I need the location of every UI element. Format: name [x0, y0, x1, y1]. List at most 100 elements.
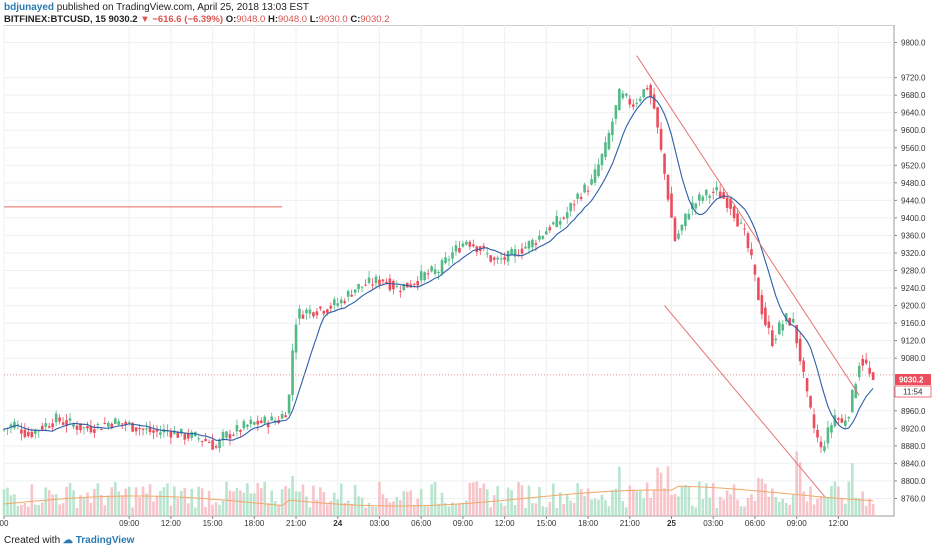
volume-bar — [416, 498, 420, 516]
volume-bar — [277, 505, 280, 516]
x-tick-label: 09:00 — [453, 519, 474, 528]
volume-bar — [124, 488, 127, 516]
volume-bar — [635, 491, 639, 516]
volume-bar — [113, 482, 117, 516]
candle-body — [186, 432, 190, 439]
volume-bar — [541, 506, 545, 516]
candle-body — [204, 438, 207, 441]
volume-bar — [767, 496, 771, 516]
volume-bar — [315, 499, 319, 516]
publisher-name[interactable]: bdjunayed — [4, 2, 55, 13]
x-tick-label: 00 — [0, 519, 9, 528]
volume-bar — [656, 467, 659, 516]
tradingview-brand[interactable]: TradingView — [75, 535, 135, 546]
volume-bar — [419, 488, 423, 516]
candle-body — [371, 284, 374, 286]
volume-bar — [155, 495, 159, 516]
candle-body — [75, 425, 79, 430]
candle-body — [663, 153, 666, 174]
candle-body — [597, 164, 600, 176]
y-tick-label: 9400.0 — [901, 214, 926, 223]
candle-body — [33, 429, 37, 434]
volume-bar — [840, 498, 844, 516]
candle-body — [492, 257, 496, 260]
volume-bar — [301, 484, 305, 516]
candle-body — [527, 241, 531, 249]
trend-line[interactable] — [664, 305, 825, 497]
volume-bar — [830, 486, 833, 516]
volume-bar — [795, 451, 798, 516]
candle-body — [725, 197, 729, 208]
down-arrow-icon: ▼ — [140, 14, 150, 25]
volume-bar — [750, 494, 753, 516]
candle-body — [642, 89, 645, 98]
candle-body — [280, 414, 284, 419]
candle-body — [586, 190, 590, 192]
candle-body — [750, 249, 753, 256]
countdown-badge-text: 11:54 — [903, 388, 923, 397]
candle-body — [256, 420, 260, 425]
candle-body — [385, 281, 388, 284]
volume-bar — [548, 501, 552, 516]
volume-bar — [259, 488, 263, 516]
volume-bar — [527, 485, 531, 516]
candle-body — [72, 424, 75, 427]
candle-body — [791, 318, 795, 323]
candle-body — [788, 318, 792, 326]
volume-bar — [572, 502, 576, 516]
candle-body — [180, 428, 183, 434]
candle-body — [100, 428, 103, 430]
candle-body — [106, 422, 110, 427]
candle-body — [426, 273, 430, 275]
volume-bar — [33, 504, 37, 516]
trend-line[interactable] — [636, 55, 860, 396]
volume-bar — [357, 496, 360, 516]
candle-body — [638, 98, 642, 102]
volume-bar — [239, 490, 242, 516]
low-value: 9030.0 — [318, 14, 348, 25]
volume-bar — [405, 491, 409, 516]
x-tick-label: 09:00 — [119, 519, 140, 528]
volume-bar — [659, 472, 663, 516]
volume-bar — [524, 507, 527, 516]
volume-bar — [725, 490, 729, 516]
volume-bar — [638, 489, 642, 516]
candle-body — [743, 228, 746, 230]
volume-bar — [816, 498, 819, 516]
candle-body — [117, 421, 121, 425]
candle-body — [861, 359, 865, 366]
candle-body — [444, 257, 447, 264]
candle-body — [145, 428, 148, 430]
volume-bar — [20, 505, 23, 516]
candle-body — [621, 93, 625, 99]
candle-body — [113, 418, 117, 424]
candle-body — [214, 446, 218, 448]
candle-body — [127, 422, 131, 424]
publish-line: bdjunayed published on TradingView.com, … — [4, 2, 309, 13]
y-tick-label: 9160.0 — [901, 319, 926, 328]
candle-body — [857, 365, 861, 378]
volume-bar — [604, 500, 607, 516]
volume-bar — [200, 488, 204, 516]
volume-bar — [586, 488, 590, 516]
candle-body — [764, 307, 767, 326]
candle-body — [44, 423, 48, 427]
volume-bar — [214, 502, 218, 516]
candle-body — [305, 309, 308, 314]
candle-body — [680, 224, 684, 231]
volume-bar — [628, 485, 632, 516]
candle-body — [739, 222, 743, 224]
price-chart[interactable]: 9800.0 9720.0 9680.0 9640.0 9600.0 9560.0 9520… — [0, 25, 932, 530]
candle-body — [736, 213, 739, 227]
candle-body — [159, 432, 162, 435]
volume-bar — [607, 506, 611, 516]
volume-bar — [131, 507, 134, 516]
close-value: 9030.2 — [360, 14, 390, 25]
candle-body — [534, 243, 538, 245]
volume-bar — [590, 499, 593, 516]
volume-bar — [809, 486, 812, 516]
candle-body — [551, 222, 555, 225]
candle-body — [253, 421, 256, 425]
volume-bar — [287, 488, 291, 516]
volume-bar — [701, 499, 705, 516]
